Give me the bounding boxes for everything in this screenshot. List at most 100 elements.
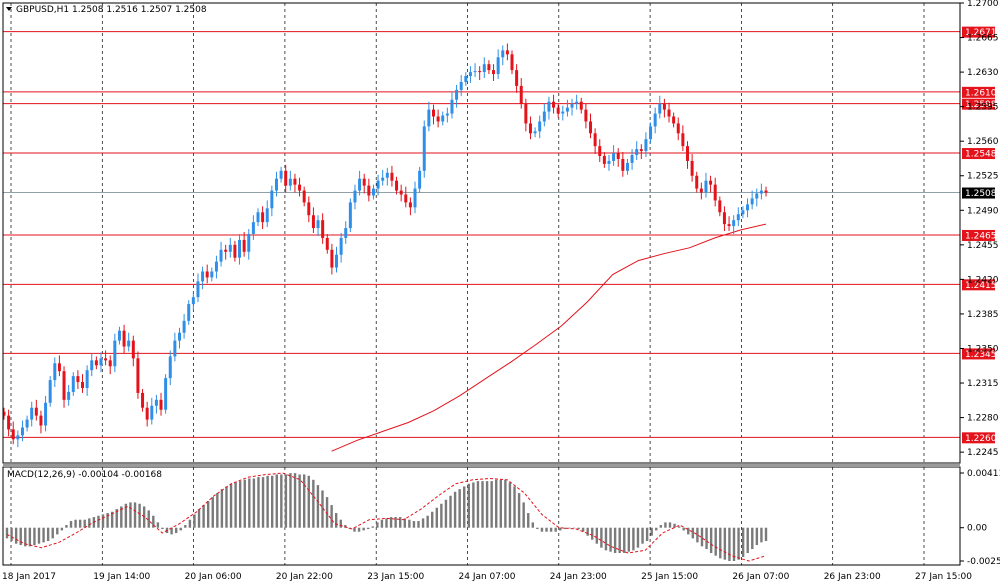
- macd-histogram-bar: [202, 505, 205, 528]
- candle-body: [71, 376, 75, 392]
- candle-body: [510, 54, 514, 71]
- price-tick-label: 1.2455: [967, 241, 999, 251]
- macd-histogram-bar: [673, 523, 676, 528]
- candle-body: [150, 405, 154, 420]
- macd-histogram-bar: [362, 527, 365, 531]
- candle-body: [556, 107, 560, 114]
- candle-body: [658, 103, 662, 114]
- candle-body: [187, 304, 191, 321]
- macd-tick-label: 0.00411: [967, 469, 1000, 479]
- candle-body: [732, 220, 736, 227]
- macd-histogram-bar: [110, 511, 114, 528]
- candle-body: [122, 330, 126, 347]
- macd-histogram-bar: [412, 521, 416, 528]
- time-tick-label: 20 Jan 22:00: [276, 572, 333, 582]
- macd-histogram-bar: [179, 527, 182, 531]
- candle-body: [159, 399, 163, 410]
- price-tick-label: 1.2315: [967, 379, 999, 389]
- macd-histogram-bar: [5, 527, 9, 539]
- candle-body: [459, 81, 463, 90]
- time-tick-label: 24 Jan 23:00: [550, 572, 607, 582]
- macd-histogram-bar: [394, 517, 397, 528]
- candle-body: [639, 149, 643, 152]
- candle-body: [127, 340, 131, 347]
- price-tick-label: 1.2350: [967, 344, 999, 354]
- macd-histogram-bar: [709, 527, 713, 554]
- macd-histogram-bar: [152, 515, 155, 528]
- candle-body: [524, 103, 528, 124]
- candle-body: [20, 427, 24, 436]
- price-tick-label: 1.2630: [967, 68, 999, 78]
- macd-histogram-bar: [129, 502, 132, 528]
- candle-body: [30, 407, 34, 420]
- candle-body: [662, 103, 666, 110]
- macd-histogram-bar: [46, 527, 50, 542]
- candle-body: [575, 101, 579, 104]
- candle-body: [182, 320, 186, 333]
- candle-body: [764, 190, 768, 193]
- candle-body: [695, 175, 699, 189]
- macd-histogram-bar: [751, 527, 754, 550]
- macd-histogram-bar: [74, 519, 77, 528]
- candle-body: [261, 212, 265, 223]
- macd-histogram-bar: [645, 527, 649, 542]
- macd-histogram-bar: [325, 497, 329, 528]
- time-tick-label: 25 Jan 15:00: [641, 572, 698, 582]
- macd-histogram-bar: [270, 475, 274, 528]
- candle-body: [358, 178, 362, 191]
- macd-histogram-bar: [495, 479, 498, 528]
- candle-body: [561, 111, 565, 114]
- macd-histogram-bar: [37, 527, 41, 544]
- macd-histogram-bar: [88, 518, 91, 528]
- macd-histogram-bar: [280, 474, 283, 528]
- candle-body: [547, 101, 551, 112]
- candle-body: [718, 200, 722, 213]
- macd-histogram-bar: [78, 519, 82, 528]
- macd-histogram-bar: [170, 527, 173, 535]
- macd-histogram-bar: [682, 527, 685, 531]
- candle-body: [316, 220, 320, 229]
- macd-histogram-bar: [316, 485, 320, 528]
- symbol-label: GBPUSD,H1 1.2508 1.2516 1.2507 1.2508: [16, 5, 207, 15]
- macd-histogram-bar: [421, 518, 425, 528]
- candle-body: [602, 156, 606, 164]
- candle-body: [376, 180, 380, 189]
- macd-histogram-bar: [723, 527, 727, 560]
- macd-histogram-bar: [764, 527, 768, 542]
- macd-histogram-bar: [124, 503, 128, 528]
- candle-body: [630, 155, 634, 163]
- macd-histogram-bar: [650, 527, 653, 536]
- macd-histogram-bar: [431, 511, 434, 528]
- macd-histogram-bar: [24, 527, 27, 547]
- dropdown-triangle-icon[interactable]: [6, 7, 12, 11]
- macd-histogram-bar: [655, 527, 658, 531]
- candle-body: [205, 271, 209, 278]
- macd-histogram-bar: [238, 481, 242, 528]
- macd-histogram-bar: [257, 477, 260, 528]
- candle-body: [154, 399, 158, 406]
- macd-histogram-bar: [33, 527, 36, 546]
- macd-histogram-bar: [600, 527, 603, 548]
- macd-histogram-bar: [522, 502, 525, 528]
- macd-histogram-bar: [458, 489, 461, 528]
- time-tick-label: 24 Jan 07:00: [459, 572, 516, 582]
- candle-body: [589, 121, 593, 134]
- candle-body: [307, 202, 311, 216]
- macd-histogram-bar: [485, 481, 489, 528]
- candle-body: [681, 133, 685, 147]
- candle-body: [625, 162, 629, 171]
- macd-histogram-bar: [632, 527, 635, 551]
- price-tick-label: 1.2665: [967, 34, 999, 44]
- candle-body: [173, 340, 177, 357]
- macd-histogram-bar: [728, 527, 731, 561]
- price-axis: 1.2700 1.2665 1.2630 1.2595 1.2560 1.2525 1.24…: [960, 0, 999, 458]
- macd-histogram-bar: [719, 527, 722, 559]
- candle-body: [690, 160, 694, 176]
- candle-body: [385, 172, 389, 178]
- candle-body: [279, 170, 283, 179]
- candle-body: [579, 101, 583, 110]
- macd-histogram-bar: [591, 527, 594, 540]
- macd-tick-label: 0.00: [967, 524, 987, 534]
- macd-histogram-bar: [760, 527, 763, 543]
